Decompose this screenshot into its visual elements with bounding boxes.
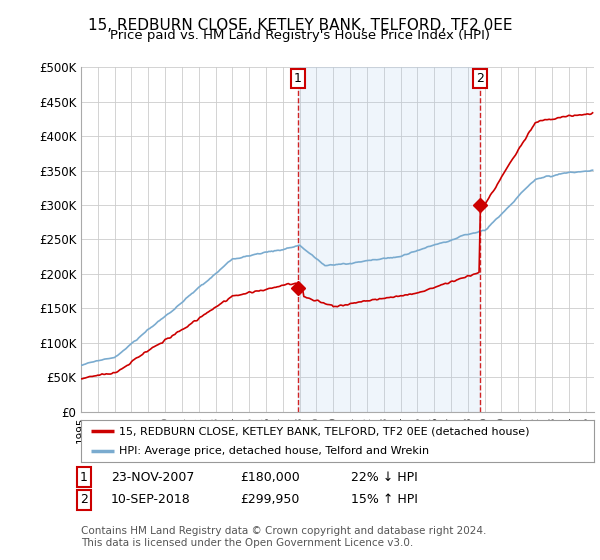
Text: 15% ↑ HPI: 15% ↑ HPI (351, 493, 418, 506)
Text: Price paid vs. HM Land Registry's House Price Index (HPI): Price paid vs. HM Land Registry's House … (110, 29, 490, 42)
Text: £299,950: £299,950 (240, 493, 299, 506)
Text: 23-NOV-2007: 23-NOV-2007 (111, 470, 194, 484)
Text: 22% ↓ HPI: 22% ↓ HPI (351, 470, 418, 484)
Text: 1: 1 (80, 470, 88, 484)
Text: 2: 2 (476, 72, 484, 85)
Text: 2: 2 (80, 493, 88, 506)
Text: 10-SEP-2018: 10-SEP-2018 (111, 493, 191, 506)
Text: 15, REDBURN CLOSE, KETLEY BANK, TELFORD, TF2 0EE: 15, REDBURN CLOSE, KETLEY BANK, TELFORD,… (88, 18, 512, 33)
Text: £180,000: £180,000 (240, 470, 300, 484)
Text: 1: 1 (294, 72, 302, 85)
Text: Contains HM Land Registry data © Crown copyright and database right 2024.
This d: Contains HM Land Registry data © Crown c… (81, 526, 487, 548)
Text: 15, REDBURN CLOSE, KETLEY BANK, TELFORD, TF2 0EE (detached house): 15, REDBURN CLOSE, KETLEY BANK, TELFORD,… (119, 426, 530, 436)
Bar (298, 67, 479, 412)
Text: HPI: Average price, detached house, Telford and Wrekin: HPI: Average price, detached house, Telf… (119, 446, 430, 456)
